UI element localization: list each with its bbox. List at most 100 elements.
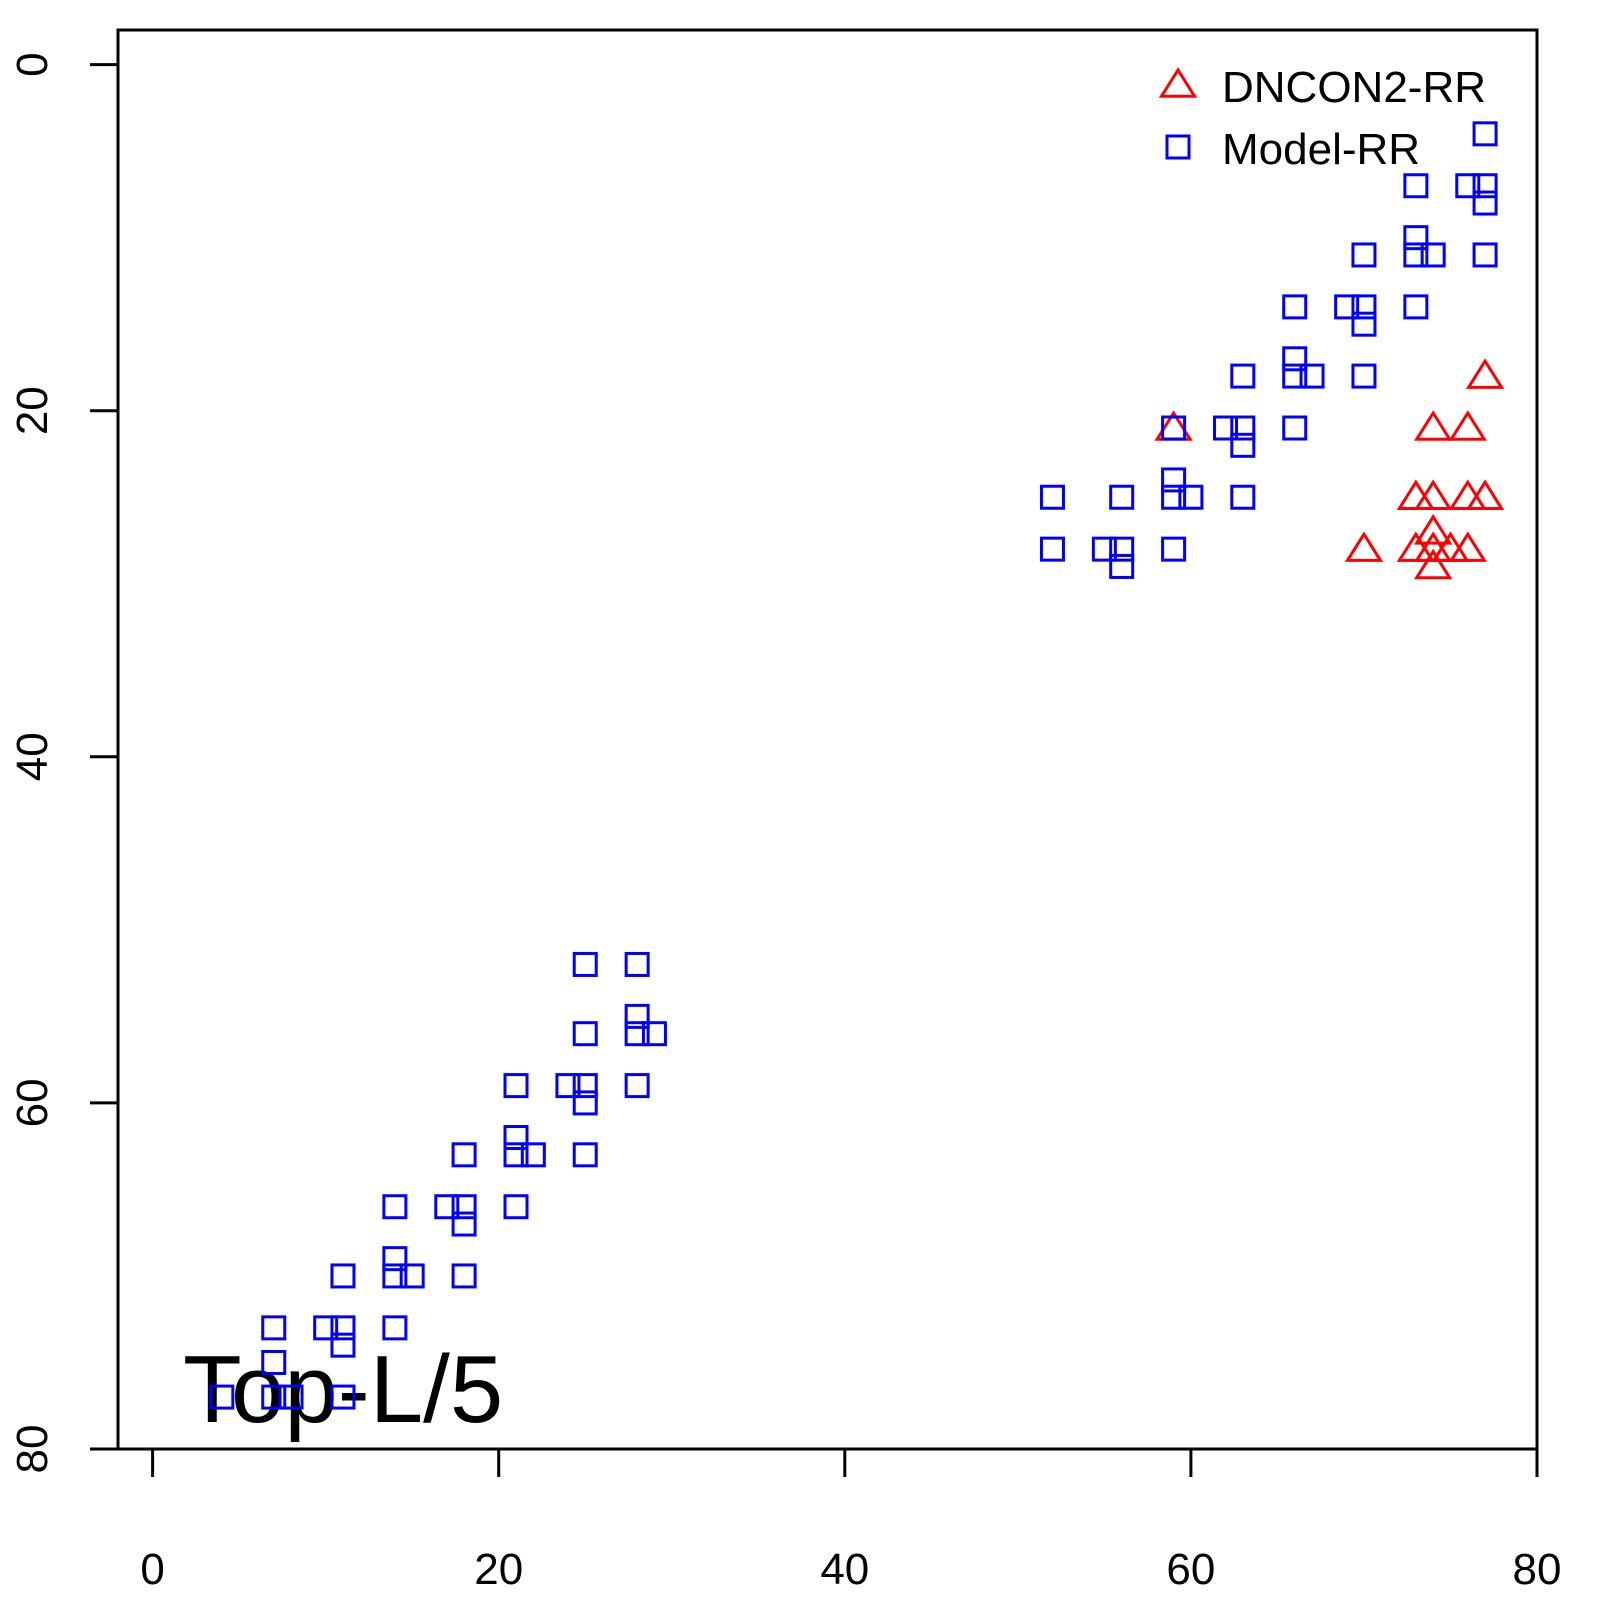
square-marker: [434, 1194, 460, 1220]
x-tick-label: 0: [140, 1545, 164, 1594]
triangle-marker: [1413, 514, 1453, 545]
triangle-marker: [1396, 479, 1436, 510]
square-marker: [1334, 294, 1360, 320]
square-marker: [382, 1263, 408, 1289]
square-marker: [1161, 484, 1187, 510]
square-marker: [1472, 242, 1498, 268]
square-marker: [399, 1263, 425, 1289]
square-marker: [1091, 536, 1117, 562]
square-marker: [209, 1384, 235, 1410]
square-marker: [330, 1332, 356, 1358]
square-marker: [451, 1142, 477, 1168]
square-marker: [1351, 311, 1377, 337]
square-marker: [1282, 346, 1308, 372]
square-marker: [330, 1263, 356, 1289]
y-tick-label: 20: [8, 386, 57, 435]
square-marker: [1230, 415, 1256, 441]
square-marker: [330, 1315, 356, 1341]
square-marker: [1282, 294, 1308, 320]
square-marker: [261, 1349, 287, 1375]
x-tick-label: 20: [474, 1545, 523, 1594]
square-marker: [1213, 415, 1239, 441]
square-marker: [1230, 432, 1256, 458]
triangle-marker: [1448, 479, 1487, 510]
square-marker: [261, 1315, 287, 1341]
legend-label: Model-RR: [1222, 125, 1420, 174]
square-marker: [1472, 121, 1498, 147]
square-marker: [572, 951, 598, 977]
plot-frame: [116, 28, 1539, 1451]
square-marker: [313, 1315, 339, 1341]
square-marker: [1161, 536, 1187, 562]
square-marker: [451, 1263, 477, 1289]
y-tick-label: 0: [8, 52, 57, 76]
triangle-marker: [1413, 410, 1453, 441]
triangle-marker: [1396, 531, 1436, 562]
square-marker: [503, 1194, 529, 1220]
square-marker: [1161, 467, 1187, 493]
y-tick-label: 80: [8, 1425, 57, 1474]
square-marker: [503, 1142, 529, 1168]
y-tick-label: 40: [8, 732, 57, 781]
triangle-marker: [1465, 358, 1505, 389]
square-marker: [1039, 484, 1065, 510]
square-marker: [1455, 173, 1481, 199]
triangle-marker: [1431, 531, 1470, 562]
square-marker: [1109, 484, 1135, 510]
legend-marker: [1165, 134, 1191, 160]
square-marker: [1403, 225, 1429, 251]
square-marker: [382, 1315, 408, 1341]
square-marker: [1230, 363, 1256, 389]
square-marker: [261, 1384, 287, 1410]
triangle-marker: [1413, 531, 1453, 562]
square-marker: [1472, 173, 1498, 199]
triangle-marker: [1448, 531, 1487, 562]
square-marker: [1403, 294, 1429, 320]
y-tick-label: 60: [8, 1078, 57, 1127]
triangle-marker: [1448, 410, 1487, 441]
legend-marker: [1158, 67, 1198, 98]
square-marker: [1420, 242, 1446, 268]
square-marker: [1178, 484, 1204, 510]
triangle-marker: [1413, 548, 1453, 580]
square-marker: [624, 1021, 650, 1047]
x-tick-label: 60: [1166, 1545, 1215, 1594]
square-marker: [1161, 415, 1187, 441]
square-marker: [1403, 242, 1429, 268]
square-marker: [1299, 363, 1325, 389]
x-tick-label: 40: [820, 1545, 869, 1594]
square-marker: [451, 1194, 477, 1220]
legend-label: DNCON2-RR: [1222, 63, 1486, 112]
square-marker: [503, 1125, 529, 1151]
square-marker: [1282, 415, 1308, 441]
square-marker: [624, 951, 650, 977]
square-marker: [555, 1073, 581, 1099]
triangle-marker: [1413, 479, 1453, 510]
square-marker: [451, 1211, 477, 1237]
square-marker: [520, 1142, 546, 1168]
square-marker: [1282, 363, 1308, 389]
square-marker: [641, 1021, 667, 1047]
x-tick-label: 80: [1513, 1545, 1562, 1594]
square-marker: [382, 1194, 408, 1220]
square-marker: [1039, 536, 1065, 562]
square-marker: [572, 1090, 598, 1116]
square-marker: [624, 1003, 650, 1029]
square-marker: [1351, 363, 1377, 389]
square-marker: [1351, 294, 1377, 320]
square-marker: [330, 1384, 356, 1410]
square-marker: [1230, 484, 1256, 510]
triangle-marker: [1465, 479, 1505, 510]
square-marker: [1472, 190, 1498, 216]
square-marker: [278, 1384, 304, 1410]
square-marker: [1109, 553, 1135, 579]
square-marker: [1109, 536, 1135, 562]
square-marker: [624, 1073, 650, 1099]
annotation: Top-L/5: [183, 1336, 503, 1443]
square-marker: [572, 1142, 598, 1168]
square-marker: [382, 1246, 408, 1272]
square-marker: [503, 1073, 529, 1099]
square-marker: [1351, 242, 1377, 268]
